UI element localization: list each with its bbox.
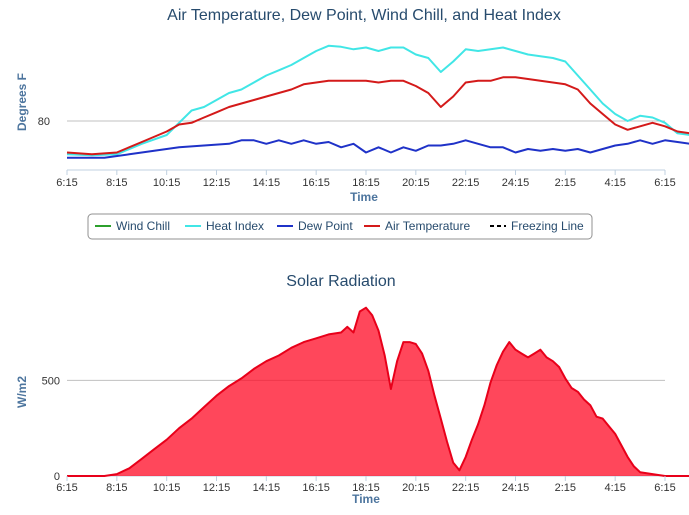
solar-radiation-chart: Solar Radiation 6:15 8:15 10:15 12:15 14:15 1…	[15, 273, 689, 506]
chart1-x-tick-label: 18:15	[352, 177, 380, 189]
chart2-x-tick-label: 12:15	[203, 482, 231, 494]
chart2-title: Solar Radiation	[286, 273, 395, 290]
legend-box	[87, 213, 593, 240]
chart1-x-tick-label: 16:15	[302, 177, 330, 189]
legend-item-freezing-line[interactable]: Freezing Line	[490, 219, 584, 233]
temperature-chart: Air Temperature, Dew Point, Wind Chill, …	[15, 7, 689, 204]
legend-label: Dew Point	[298, 219, 353, 233]
solar-radiation-line[interactable]	[67, 306, 689, 477]
chart1-x-tick-label: 4:15	[604, 177, 625, 189]
legend-label: Freezing Line	[511, 219, 584, 233]
legend-item-wind-chill[interactable]: Wind Chill	[95, 219, 170, 233]
chart1-x-tick-label: 2:15	[555, 177, 576, 189]
series-line-heat-index[interactable]	[66, 44, 689, 160]
series-line-air-temperature[interactable]	[66, 76, 689, 156]
legend-item-heat-index[interactable]: Heat Index	[185, 219, 264, 233]
chart1-x-tick-label: 6:15	[56, 177, 77, 189]
chart2-y-tick-label: 0	[54, 471, 60, 483]
chart2-x-tick-label: 16:15	[302, 482, 330, 494]
legend-item-dew-point[interactable]: Dew Point	[277, 219, 353, 233]
chart1-y-tick-label: 80	[38, 116, 50, 128]
chart1-x-axis-title: Time	[350, 190, 378, 204]
chart2-x-tick-label: 14:15	[253, 482, 281, 494]
chart2-x-axis-title: Time	[352, 492, 380, 506]
legend-label: Air Temperature	[385, 219, 470, 233]
chart1-title: Air Temperature, Dew Point, Wind Chill, …	[167, 7, 561, 24]
chart2-y-axis-title: W/m2	[15, 376, 29, 408]
chart1-x-tick-label: 8:15	[106, 177, 127, 189]
chart2-x-tick-label: 24:15	[502, 482, 530, 494]
chart1-x-tick-label: 6:15	[654, 177, 675, 189]
chart2-x-tick-label: 22:15	[452, 482, 480, 494]
chart2-x-tick-label: 6:15	[56, 482, 77, 494]
legend-label: Heat Index	[206, 219, 264, 233]
series-line-dew-point[interactable]	[67, 139, 689, 159]
chart1-x-tick-label: 24:15	[502, 177, 530, 189]
chart2-x-tick-label: 20:15	[402, 482, 430, 494]
legend-item-air-temperature[interactable]: Air Temperature	[364, 219, 470, 233]
chart1-x-tick-label: 14:15	[253, 177, 281, 189]
chart2-x-tick-label: 10:15	[153, 482, 181, 494]
chart2-x-tick-label: 2:15	[555, 482, 576, 494]
chart2-x-tick-label: 8:15	[106, 482, 127, 494]
chart1-legend: Wind Chill Heat Index Dew Point Air Tempera…	[87, 213, 593, 240]
chart2-x-tick-label: 6:15	[654, 482, 675, 494]
chart1-x-tick-label: 10:15	[153, 177, 181, 189]
chart2-y-tick-label: 500	[42, 375, 60, 387]
chart1-y-axis-title: Degrees F	[15, 73, 29, 131]
chart2-x-tick-label: 18:15	[352, 482, 380, 494]
chart1-x-tick-label: 12:15	[203, 177, 231, 189]
solar-radiation-area[interactable]	[67, 307, 689, 476]
chart1-x-tick-label: 22:15	[452, 177, 480, 189]
legend-label: Wind Chill	[116, 219, 170, 233]
chart2-x-tick-label: 4:15	[604, 482, 625, 494]
chart1-x-tick-label: 20:15	[402, 177, 430, 189]
